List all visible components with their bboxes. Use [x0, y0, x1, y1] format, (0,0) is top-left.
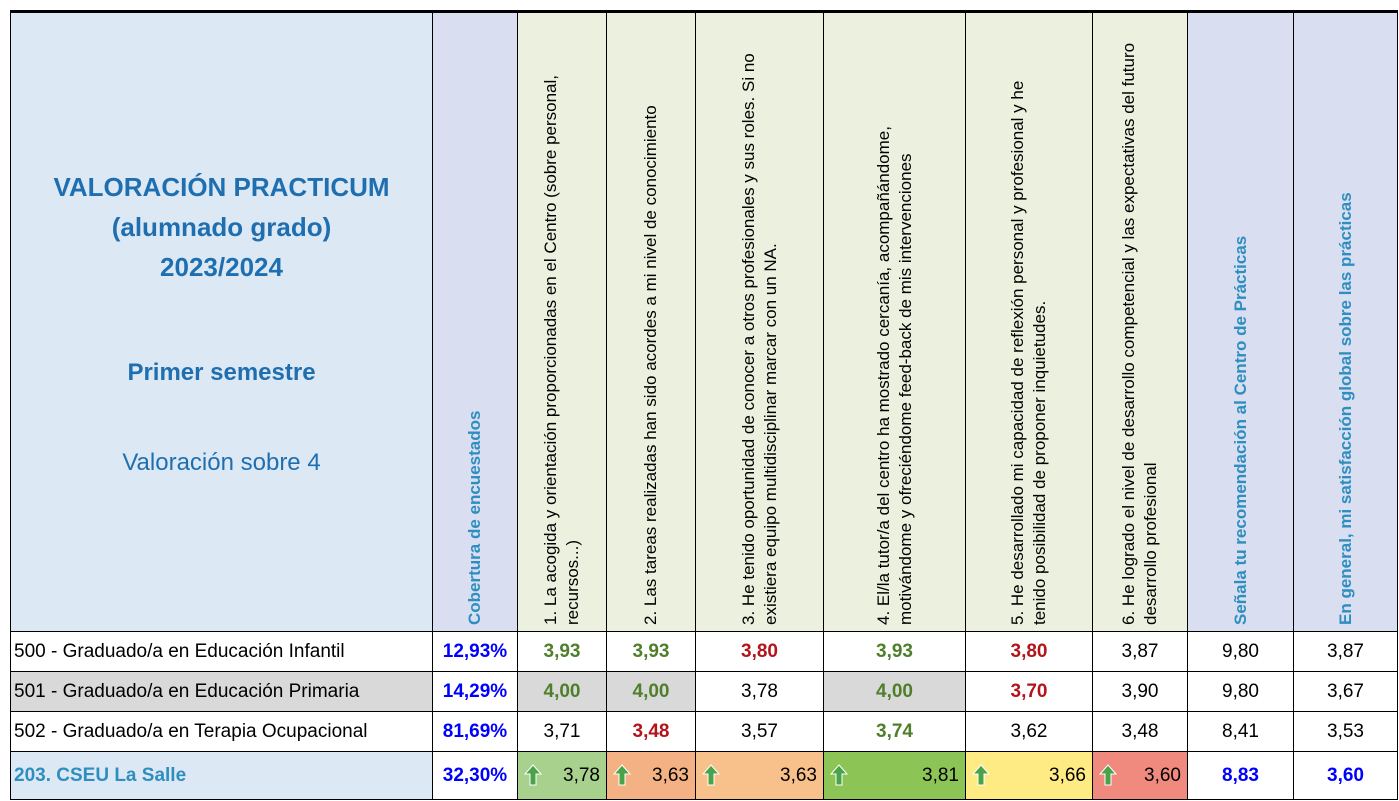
value-cell: 14,29% — [432, 671, 518, 712]
value-cell: 3,57 — [695, 711, 824, 752]
column-header-text: Señala tu recomendación al Centro de Prá… — [1230, 235, 1250, 625]
value-cell: 3,62 — [965, 711, 1093, 752]
value-cell: 4,00 — [606, 671, 696, 712]
row-label: 500 - Graduado/a en Educación Infantil — [10, 631, 433, 672]
column-header: Señala tu recomendación al Centro de Prá… — [1187, 10, 1294, 632]
total-cell: 8,83 — [1187, 751, 1294, 800]
row-label: 502 - Graduado/a en Terapia Ocupacional — [10, 711, 433, 752]
total-cell: 3,63 — [695, 751, 824, 800]
total-value: 3,81 — [922, 764, 959, 786]
column-header: 1. La acogida y orientación proporcionad… — [517, 10, 607, 632]
column-header: 4. El/la tutor/a del centro ha mostrado … — [823, 10, 966, 632]
total-cell: 3,81 — [823, 751, 966, 800]
column-header-text: 5. He desarrollado mi capacidad de refle… — [1008, 80, 1049, 625]
value-cell: 3,67 — [1293, 671, 1398, 712]
column-header: 3. He tenido oportunidad de conocer a ot… — [695, 10, 824, 632]
total-cell: 3,63 — [606, 751, 696, 800]
value-cell: 3,78 — [695, 671, 824, 712]
total-value: 3,66 — [1049, 764, 1086, 786]
total-value: 3,63 — [652, 764, 689, 786]
value-cell: 3,71 — [517, 711, 607, 752]
data-row: 500 - Graduado/a en Educación Infantil 12… — [10, 631, 1398, 672]
trend-arrow-up — [972, 764, 990, 786]
total-cell: 3,60 — [1293, 751, 1398, 800]
value-cell: 3,74 — [823, 711, 966, 752]
column-header-text: 6. He logrado el nivel de desarrollo com… — [1119, 42, 1160, 625]
total-value: 3,60 — [1327, 764, 1364, 786]
column-header: 5. He desarrollado mi capacidad de refle… — [965, 10, 1093, 632]
title-line: (alumnado grado) — [111, 212, 332, 242]
total-cell: 32,30% — [432, 751, 518, 800]
value-cell: 8,41 — [1187, 711, 1294, 752]
column-header-text: 3. He tenido oportunidad de conocer a ot… — [738, 53, 780, 625]
value-cell: 3,87 — [1092, 631, 1188, 672]
trend-arrow-up — [702, 764, 720, 786]
column-header-text: En general, mi satisfacción global sobre… — [1335, 192, 1355, 625]
column-header: 6. He logrado el nivel de desarrollo com… — [1092, 10, 1188, 632]
semester: Primer semestre — [127, 359, 316, 386]
trend-arrow-up — [1099, 764, 1117, 786]
scale-note: Valoración sobre 4 — [122, 449, 321, 476]
value-cell: 3,93 — [517, 631, 607, 672]
column-header: En general, mi satisfacción global sobre… — [1293, 10, 1398, 632]
value-cell: 3,48 — [1092, 711, 1188, 752]
trend-arrow-up — [524, 764, 542, 786]
column-header-text: Cobertura de encuestados — [465, 410, 484, 625]
value-cell: 3,53 — [1293, 711, 1398, 752]
value-cell: 3,48 — [606, 711, 696, 752]
value-cell: 3,93 — [606, 631, 696, 672]
column-header-text: 2. Las tareas realizadas han sido acorde… — [641, 105, 660, 625]
value-cell: 4,00 — [823, 671, 966, 712]
valuation-table: VALORACIÓN PRACTICUM (alumnado grado) 20… — [10, 10, 1398, 800]
trend-arrow-up — [613, 764, 631, 786]
value-cell: 4,00 — [517, 671, 607, 712]
value-cell: 9,80 — [1187, 671, 1294, 712]
value-cell: 81,69% — [432, 711, 518, 752]
table-body: VALORACIÓN PRACTICUM (alumnado grado) 20… — [10, 10, 1398, 800]
column-header: 2. Las tareas realizadas han sido acorde… — [606, 10, 696, 632]
total-value: 32,30% — [442, 764, 508, 786]
title-line: VALORACIÓN PRACTICUM — [53, 172, 390, 202]
data-row: 501 - Graduado/a en Educación Primaria 14… — [10, 671, 1398, 712]
value-cell: 3,93 — [823, 631, 966, 672]
total-value: 8,83 — [1222, 764, 1259, 786]
row-label: 501 - Graduado/a en Educación Primaria — [10, 671, 433, 712]
total-row: 203. CSEU La Salle 32,30% 3,78 3,63 3,63 3,81… — [10, 751, 1398, 800]
header-title-cell: VALORACIÓN PRACTICUM (alumnado grado) 20… — [10, 10, 433, 632]
value-cell: 3,70 — [965, 671, 1093, 712]
total-value: 3,78 — [563, 764, 600, 786]
value-cell: 3,87 — [1293, 631, 1398, 672]
value-cell: 9,80 — [1187, 631, 1294, 672]
total-value: 3,63 — [780, 764, 817, 786]
header-row: VALORACIÓN PRACTICUM (alumnado grado) 20… — [10, 10, 1398, 632]
total-cell: 3,78 — [517, 751, 607, 800]
data-row: 502 - Graduado/a en Terapia Ocupacional 8… — [10, 711, 1398, 752]
total-cell: 3,66 — [965, 751, 1093, 800]
title-line: 2023/2024 — [160, 252, 283, 282]
total-cell: 3,60 — [1092, 751, 1188, 800]
column-header-text: 4. El/la tutor/a del centro ha mostrado … — [873, 126, 915, 625]
column-header-text: 1. La acogida y orientación proporcionad… — [541, 74, 582, 625]
column-header: Cobertura de encuestados — [432, 10, 518, 632]
value-cell: 3,90 — [1092, 671, 1188, 712]
value-cell: 12,93% — [432, 631, 518, 672]
total-value: 3,60 — [1144, 764, 1181, 786]
value-cell: 3,80 — [965, 631, 1093, 672]
value-cell: 3,80 — [695, 631, 824, 672]
trend-arrow-up — [830, 764, 848, 786]
total-label: 203. CSEU La Salle — [10, 751, 433, 800]
